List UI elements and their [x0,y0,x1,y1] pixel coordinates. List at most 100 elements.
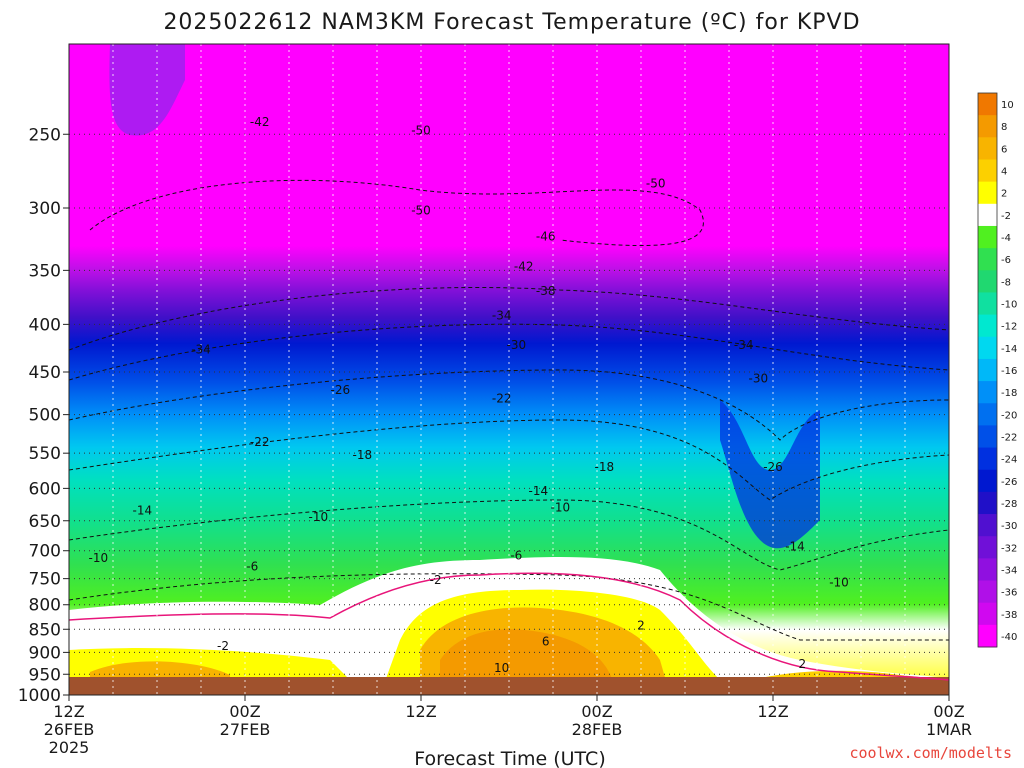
y-tick-label: 950 [29,665,61,685]
x-tick-year: 2025 [49,738,90,757]
colorbar-label: -8 [1001,277,1011,288]
isotherm-label: -26 [331,383,351,397]
colorbar-label: -4 [1001,233,1011,244]
isotherm-label: -22 [492,391,512,405]
colorbar-swatch [978,514,997,537]
colorbar-swatch [978,425,997,449]
y-tick-label: 300 [29,199,61,219]
colorbar-swatch [978,624,997,648]
isotherm-label: -22 [250,435,270,449]
x-tick-label: 00Z [229,702,260,721]
colorbar-swatch [978,336,997,360]
colorbar-label: 8 [1001,122,1007,133]
isotherm-label: -34 [734,338,754,352]
y-tick-label: 750 [29,570,61,590]
colorbar-label: -20 [1001,410,1017,421]
colorbar-label: -36 [1001,588,1017,599]
contour-line [69,287,949,351]
isotherm-label: -18 [353,448,373,462]
colorbar-label: -26 [1001,477,1017,488]
y-tick-label: 1000 [18,686,61,706]
y-tick-label: 400 [29,315,61,335]
isotherm-label: -2 [430,573,442,587]
colorbar-swatch [978,536,997,559]
colorbar-swatch [978,602,997,626]
colorbar-swatch [978,203,997,227]
isotherm-label: -34 [191,343,211,357]
isotherm-label: -2 [217,639,229,653]
isotherm-label: -50 [411,123,431,137]
colorbar-label: -16 [1001,366,1017,377]
x-tick-date: 1MAR [926,720,972,739]
isotherm-label: -14 [785,540,805,554]
isotherm-label: -10 [829,576,849,590]
colorbar-swatch [978,248,997,271]
x-tick-label: 00Z [933,702,964,721]
x-tick-label: 12Z [757,702,788,721]
isotherm-label: -42 [250,115,270,129]
isotherm-label: -30 [749,372,769,386]
contour-line [69,499,949,571]
y-tick-label: 250 [29,125,61,145]
isotherm-label: 2 [799,657,807,671]
y-tick-label: 850 [29,620,61,640]
y-tick-label: 600 [29,479,61,499]
y-tick-label: 650 [29,512,61,532]
colorbar-swatch [978,558,997,582]
isotherm-label: -14 [133,503,153,517]
isotherm-label: 10 [494,661,509,675]
isotherm-label: -14 [529,484,549,498]
y-tick-label: 900 [29,643,61,663]
x-tick-label: 12Z [405,702,436,721]
isotherm-label: -50 [646,176,666,190]
colorbar-label: -38 [1001,610,1017,621]
colorbar-swatch [978,115,997,138]
colorbar-label: 2 [1001,189,1007,200]
plot-frame [68,43,950,696]
colorbar-label: -40 [1001,632,1017,643]
colorbar: 10 8 6 4 2 -2 -4 -6 -8 -10 -12 -14 -16 -18 -20 -22 -24 -2… [977,92,1017,648]
cold-dip-region [720,400,820,549]
isotherm-label: -18 [595,460,615,474]
colorbar-swatch [978,491,997,515]
isotherm-label: -46 [536,229,556,243]
colorbar-label: -14 [1001,344,1017,355]
colorbar-swatch [978,580,997,604]
colorbar-label: -28 [1001,499,1017,510]
y-axis: 250 300 350 400 450 500 550 600 650 700 750 800 850 9… [18,125,69,706]
colorbar-label: 4 [1001,167,1007,178]
contour-line [69,573,949,641]
y-tick-label: 800 [29,596,61,616]
isotherm-label: -10 [89,551,109,565]
colorbar-swatch [978,358,997,382]
isotherm-label: -38 [536,284,556,298]
x-tick-date: 26FEB [44,720,95,739]
credit-text: coolwx.com/modelts [849,744,1012,762]
isotherm-label: -10 [551,500,571,514]
isotherm-label: -30 [507,338,527,352]
isotherm-label: -50 [411,204,431,218]
isotherm-label: -6 [246,559,258,573]
chart-title: 2025022612 NAM3KM Forecast Temperature (… [163,10,860,35]
colorbar-swatch [978,137,997,160]
isotherm-label: -42 [514,259,534,273]
isotherm-labels: -42-50-50-50-46-42-38-34-34 -34-30-30-26-… [89,115,849,675]
contour-line [89,179,704,247]
y-tick-label: 500 [29,406,61,426]
colorbar-label: -30 [1001,521,1017,532]
x-tick-label: 00Z [581,702,612,721]
colorbar-label: 6 [1001,144,1007,155]
colorbar-swatch [978,93,997,116]
contour-line [69,419,949,501]
colorbar-label: -12 [1001,322,1017,333]
colorbar-swatch [978,159,997,183]
colorbar-label: -34 [1001,565,1017,576]
colorbar-swatch [978,314,997,338]
colorbar-swatch [978,403,997,426]
colorbar-label: 10 [1001,100,1014,111]
contour-line [69,369,949,441]
colorbar-swatch [978,181,997,205]
isotherm-label: -10 [309,510,329,524]
